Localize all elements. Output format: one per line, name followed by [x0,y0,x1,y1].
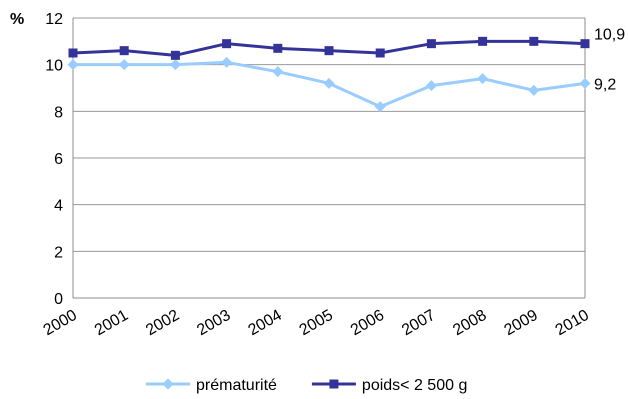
series-0-point-2001 [118,59,130,71]
x-tick-label-2010: 2010 [553,307,592,340]
y-tick-label-12: 12 [45,11,63,28]
series-0-point-2005 [323,77,335,89]
series-1-point-2002 [170,50,180,60]
x-tick-label-2008: 2008 [450,307,489,340]
y-tick-label-6: 6 [54,151,63,168]
series-1-point-2001 [119,46,129,56]
series-1-point-2007 [426,39,436,49]
y-tick-label-0: 0 [54,291,63,308]
series-0-point-2002 [169,59,181,71]
series-1-end-label: 10,9 [594,27,625,44]
series-0-point-2008 [477,73,489,85]
series-0-point-2004 [272,66,284,78]
x-tick-label-2007: 2007 [399,307,438,340]
x-tick-label-2002: 2002 [143,307,182,340]
x-tick-label-2006: 2006 [348,307,387,340]
series-0-end-label: 9,2 [594,76,616,93]
series-1-point-2005 [324,46,334,56]
series-0-point-2010 [579,77,591,89]
y-tick-label-2: 2 [54,244,63,261]
x-tick-label-2001: 2001 [92,307,131,340]
series-0-point-2006 [374,101,386,113]
series-0-point-2000 [67,59,79,71]
series-1-point-2009 [529,36,539,46]
series-1-point-2004 [273,43,283,53]
x-tick-label-2000: 2000 [41,307,80,340]
x-tick-label-2003: 2003 [194,307,233,340]
x-tick-label-2004: 2004 [245,307,284,340]
series-1-point-2010 [580,39,590,49]
series-1-point-2003 [222,39,232,49]
legend-label-0: prématurité [196,377,277,394]
x-tick-label-2009: 2009 [501,307,540,340]
legend-marker-0 [162,378,174,390]
legend-label-1: poids< 2 500 g [362,377,467,394]
series-0-point-2009 [528,84,540,96]
y-tick-label-8: 8 [54,104,63,121]
series-0-point-2003 [221,56,233,68]
series-1-point-2008 [478,36,488,46]
y-tick-label-10: 10 [45,58,63,75]
x-tick-label-2005: 2005 [297,307,336,340]
series-1-point-2006 [375,48,385,58]
series-1-point-2000 [68,48,78,58]
legend-marker-1 [329,379,339,389]
y-unit-label: % [10,11,24,28]
series-0-point-2007 [425,80,437,92]
y-tick-label-4: 4 [54,198,63,215]
